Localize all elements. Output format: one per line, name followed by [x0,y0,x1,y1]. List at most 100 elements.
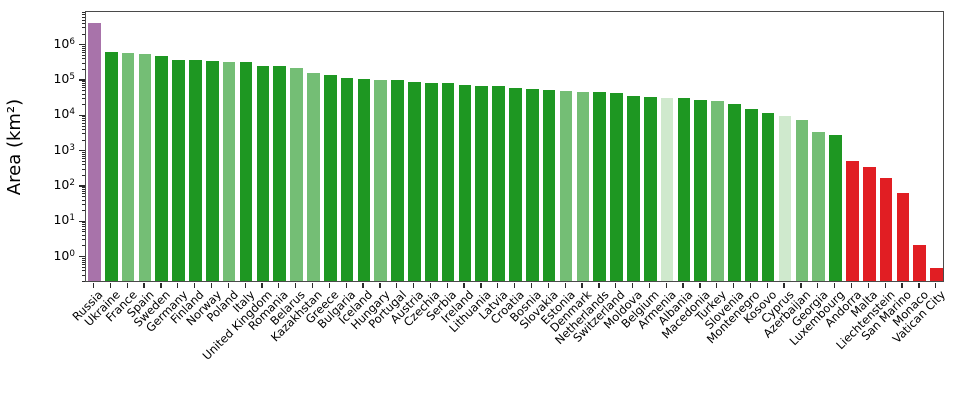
bar-liechtenstein [879,177,893,281]
x-tick [92,283,95,288]
x-tick [261,283,263,288]
y-minor-tick [81,87,85,89]
x-tick [345,283,347,288]
bar-sweden [155,56,169,281]
x-tick [682,283,684,288]
x-tick [143,283,145,288]
x-tick [396,283,398,288]
y-minor-tick [81,151,85,153]
y-minor-tick [81,81,85,83]
bar-slovenia [728,103,741,281]
bar-albania [677,98,691,281]
x-tick [109,283,112,288]
bar-belgium [643,97,657,281]
y-minor-tick [81,228,85,230]
y-major-tick [79,185,85,187]
bar-norway [206,61,219,281]
y-minor-tick [81,139,85,141]
x-tick [699,283,701,288]
bar-finland [189,60,202,281]
x-tick [497,283,499,288]
y-minor-tick [81,234,85,236]
y-minor-tick [81,160,85,162]
y-minor-tick [81,261,85,263]
y-axis-label: Area (km²) [4,98,25,196]
y-minor-tick [81,158,85,159]
x-tick [480,283,482,288]
bar-bosnia [526,89,539,281]
bar-san-marino [896,192,910,281]
bar-croatia [509,87,522,281]
y-minor-tick [81,259,85,261]
y-minor-tick [81,116,85,118]
bar-hungary [374,80,388,281]
bar-germany [172,59,185,281]
bar-malta [862,167,876,281]
y-major-tick [79,220,85,222]
y-minor-tick [81,54,85,56]
y-minor-tick [81,210,85,212]
bar-portugal [391,80,404,281]
plot-area [85,11,944,282]
ytick-label-1e3: 103 [53,141,75,157]
x-tick [412,283,415,288]
y-minor-tick [81,12,85,14]
bar-armenia [660,97,674,281]
y-minor-tick [81,125,85,127]
x-tick [564,283,566,288]
y-minor-tick [81,58,85,60]
x-tick [547,283,549,288]
y-minor-tick [81,45,85,47]
x-tick [800,283,802,288]
y-major-tick [79,114,85,117]
x-tick [362,283,364,288]
bar-moldova [627,95,640,281]
x-tick [379,283,381,288]
y-minor-tick [81,155,85,157]
x-tick [530,283,533,288]
ytick-label-1e2: 102 [53,176,75,192]
bar-italy [239,62,253,281]
y-minor-tick [81,270,85,272]
y-minor-tick [81,274,85,276]
y-minor-tick [81,14,85,16]
x-tick [615,283,617,288]
x-tick [648,283,651,288]
y-minor-tick [81,188,85,190]
y-major-tick [79,44,85,46]
bar-united-kingdom [256,65,270,281]
y-minor-tick [81,196,85,198]
ytick-label-1e0: 100 [53,247,75,263]
bar-iceland [357,78,371,281]
y-minor-tick [81,27,85,29]
y-minor-tick [81,187,85,189]
bar-monaco [913,244,927,281]
bar-vatican-city [930,268,943,281]
x-tick [918,283,920,288]
y-minor-tick [81,33,85,35]
y-minor-tick [81,120,85,122]
bar-serbia [441,83,455,281]
y-minor-tick [81,19,85,21]
x-tick [749,283,752,288]
bar-austria [408,81,421,281]
bar-kosovo [761,113,775,281]
bar-belarus [290,67,303,281]
y-minor-tick [81,133,85,135]
y-minor-tick [81,90,85,92]
x-tick [732,283,735,288]
y-major-tick [79,79,85,81]
y-minor-tick [81,104,85,106]
x-tick [244,283,246,288]
bar-montenegro [744,109,758,281]
x-tick [598,283,600,288]
x-tick [581,283,583,288]
x-tick [766,283,768,288]
bar-czechia [424,82,438,281]
x-tick [328,283,331,288]
bar-georgia [812,132,825,281]
ytick-label-1e4: 104 [53,106,75,122]
bar-estonia [559,91,573,281]
ytick-label-1e5: 105 [53,71,75,87]
y-minor-tick [81,222,85,224]
